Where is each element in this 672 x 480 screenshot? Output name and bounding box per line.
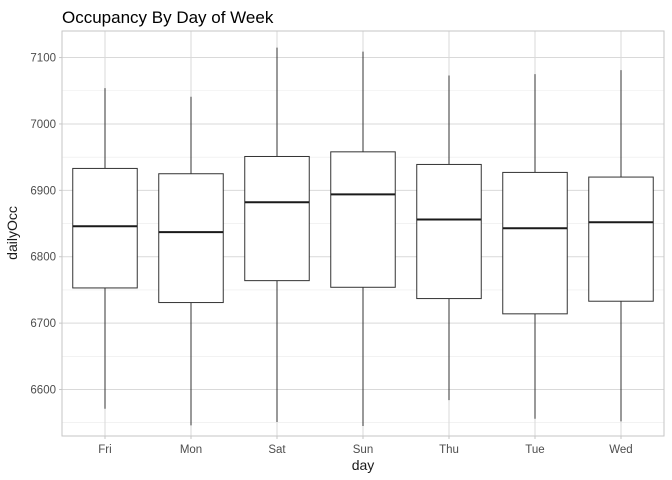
box-wed bbox=[588, 70, 654, 422]
box-thu bbox=[416, 75, 482, 401]
x-tick-label: Sat bbox=[268, 444, 286, 456]
box-sun bbox=[330, 51, 396, 427]
x-axis-title: day bbox=[352, 457, 375, 473]
x-tick-label: Mon bbox=[180, 444, 202, 456]
iqr-box bbox=[330, 151, 396, 288]
x-tick-label: Sun bbox=[353, 444, 373, 456]
iqr-box bbox=[502, 171, 568, 315]
y-tick-label: 6700 bbox=[30, 318, 56, 330]
y-tick-label: 6600 bbox=[30, 385, 56, 397]
iqr-box bbox=[244, 155, 310, 282]
x-tick-label: Thu bbox=[439, 444, 459, 456]
x-axis-ticks: Fri Mon Sat Sun Thu Tue Wed bbox=[98, 436, 633, 456]
box-fri bbox=[72, 88, 138, 409]
box-tue bbox=[502, 74, 568, 419]
box-sat bbox=[244, 47, 310, 423]
x-tick-label: Fri bbox=[98, 444, 111, 456]
x-tick-label: Wed bbox=[609, 444, 632, 456]
y-axis-title: dailyOcc bbox=[4, 206, 20, 260]
iqr-box bbox=[72, 167, 138, 289]
iqr-box bbox=[158, 173, 224, 304]
box-mon bbox=[158, 96, 224, 426]
y-tick-label: 7100 bbox=[30, 53, 56, 65]
chart-title: Occupancy By Day of Week bbox=[62, 8, 274, 27]
y-tick-label: 7000 bbox=[30, 119, 56, 131]
iqr-box bbox=[588, 176, 654, 302]
x-tick-label: Tue bbox=[525, 444, 544, 456]
iqr-box bbox=[416, 163, 482, 300]
y-tick-label: 6800 bbox=[30, 252, 56, 264]
boxplot-series bbox=[72, 47, 654, 427]
y-tick-label: 6900 bbox=[30, 185, 56, 197]
y-axis-ticks: 6600 6700 6800 6900 7000 7100 bbox=[30, 53, 62, 397]
plot-panel-border bbox=[61, 30, 665, 437]
